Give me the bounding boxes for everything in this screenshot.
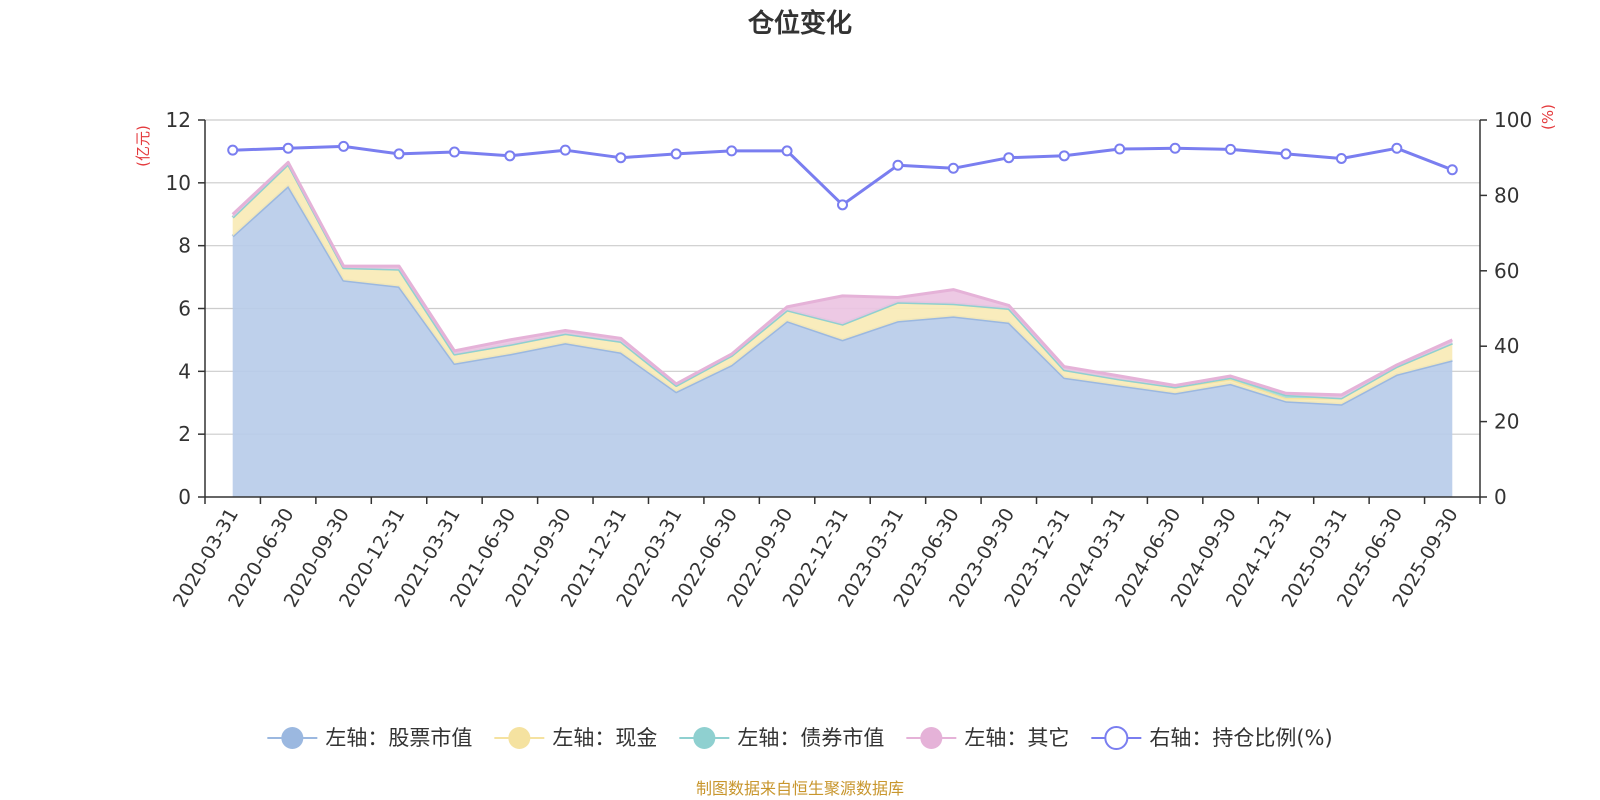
legend-label: 左轴：现金 xyxy=(552,726,657,750)
legend-item: 右轴：持仓比例(%) xyxy=(1091,726,1333,750)
left-tick-label: 12 xyxy=(166,108,191,132)
legend-label: 左轴：股票市值 xyxy=(325,726,472,750)
area-左轴：现金 xyxy=(232,164,1453,405)
left-axis-unit: (亿元) xyxy=(134,125,152,167)
legend-label: 左轴：债券市值 xyxy=(737,726,884,750)
source-note: 制图数据来自恒生聚源数据库 xyxy=(696,779,904,798)
left-tick-label: 10 xyxy=(166,171,191,195)
ratio-point xyxy=(1335,152,1347,164)
ratio-point xyxy=(1058,150,1070,162)
ratio-point xyxy=(1003,152,1015,164)
left-tick-label: 4 xyxy=(178,359,191,383)
ratio-point xyxy=(504,150,516,162)
legend-item: 左轴：股票市值 xyxy=(267,726,472,750)
ratio-point xyxy=(393,148,405,160)
legend-marker xyxy=(508,727,531,749)
legend-item: 左轴：现金 xyxy=(494,726,657,750)
legend-marker xyxy=(693,727,716,749)
ratio-point xyxy=(559,144,571,156)
ratio-point xyxy=(837,199,848,211)
left-tick-label: 2 xyxy=(178,422,191,446)
right-tick-label: 60 xyxy=(1494,259,1519,283)
ratio-point xyxy=(1280,148,1292,160)
legend-label: 左轴：其它 xyxy=(964,726,1069,750)
left-tick-label: 6 xyxy=(178,297,191,321)
legend-marker xyxy=(1104,726,1129,750)
left-tick-label: 8 xyxy=(178,234,191,258)
ratio-point xyxy=(282,142,294,154)
right-tick-label: 100 xyxy=(1494,108,1532,132)
ratio-point xyxy=(615,152,627,164)
ratio-point xyxy=(1169,142,1181,154)
ratio-point xyxy=(892,159,904,171)
legend-marker xyxy=(920,727,943,749)
area-左轴：股票市值 xyxy=(232,186,1453,497)
ratio-point xyxy=(726,145,738,157)
legend-item: 左轴：债券市值 xyxy=(679,726,884,750)
right-axis-unit: (%) xyxy=(1539,104,1557,130)
left-tick-label: 0 xyxy=(178,485,191,509)
right-tick-label: 40 xyxy=(1494,334,1519,358)
ratio-point xyxy=(1114,143,1126,155)
ratio-point xyxy=(338,140,350,152)
ratio-point xyxy=(1391,142,1403,154)
ratio-point xyxy=(670,148,682,160)
legend: 左轴：股票市值 左轴：现金 左轴：债券市值 左轴：其它 右轴：持仓比例(%) xyxy=(267,726,1333,750)
right-tick-label: 20 xyxy=(1494,410,1519,434)
ratio-point xyxy=(1225,143,1237,155)
ratio-line-series xyxy=(227,140,1458,211)
ratio-point xyxy=(781,145,793,157)
legend-marker xyxy=(281,727,304,749)
ratio-point xyxy=(947,162,959,174)
area-series xyxy=(231,160,1453,497)
area-edge-左轴：其它 xyxy=(231,160,1453,397)
ratio-point xyxy=(448,146,460,158)
right-tick-label: 80 xyxy=(1494,183,1519,207)
ratio-point xyxy=(227,144,239,156)
ratio-point xyxy=(1446,164,1458,176)
ratio-line xyxy=(232,144,1453,207)
chart-title: 仓位变化 xyxy=(747,8,852,39)
legend-label: 右轴：持仓比例(%) xyxy=(1149,726,1332,750)
right-tick-label: 0 xyxy=(1494,485,1507,509)
legend-item: 左轴：其它 xyxy=(906,726,1069,750)
